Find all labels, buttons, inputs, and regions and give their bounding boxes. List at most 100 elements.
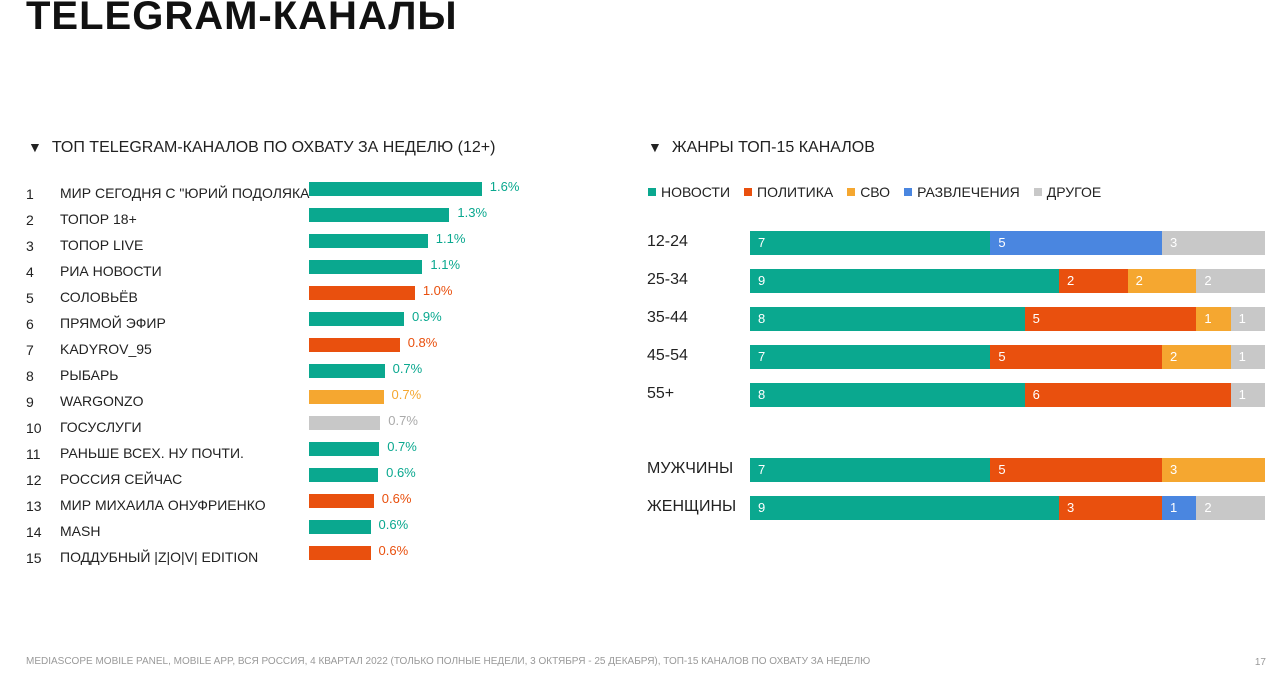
rank-label: 15 — [26, 550, 42, 566]
stacked-row: 35-44 8 5 1 1 — [647, 307, 1267, 331]
rank-label: 7 — [26, 342, 34, 358]
value-label: 0.6% — [381, 491, 412, 506]
channel-name: MASH — [60, 523, 101, 539]
value-label: 0.6% — [378, 543, 409, 558]
value-label: 1.0% — [422, 283, 453, 298]
segment-other: 2 — [1196, 496, 1265, 520]
channel-name: WARGONZO — [60, 393, 144, 409]
legend-item: ДРУГОЕ — [1033, 184, 1102, 200]
value-label: 0.6% — [378, 517, 409, 532]
value-label: 0.7% — [388, 413, 418, 428]
legend-label: ДРУГОЕ — [1046, 184, 1102, 200]
value-label: 1.3% — [457, 205, 488, 220]
bar — [309, 182, 482, 196]
segment-news: 9 — [750, 496, 1059, 520]
rank-label: 10 — [26, 420, 42, 436]
page-title: TELEGRAM-КАНАЛЫ — [26, 0, 458, 38]
segment-news: 8 — [750, 307, 1025, 331]
segment-other: 3 — [1162, 231, 1265, 255]
bar — [309, 520, 371, 534]
segment-svo: 1 — [1196, 307, 1231, 331]
bar — [309, 468, 379, 482]
legend: НОВОСТИ ПОЛИТИКА СВО РАЗВЛЕЧЕНИЯ ДРУГОЕ — [648, 184, 1101, 200]
value-label: 0.7% — [387, 439, 417, 454]
segment-entertainment: 5 — [990, 231, 1162, 255]
bar — [309, 364, 385, 378]
bar — [309, 234, 428, 248]
segment-other: 1 — [1230, 345, 1265, 369]
rank-label: 4 — [26, 264, 34, 280]
segment-other: 2 — [1196, 269, 1265, 293]
legend-item: НОВОСТИ — [648, 184, 730, 200]
stacked-row: ЖЕНЩИНЫ 9 3 1 2 — [647, 496, 1267, 520]
channel-name: ПОДДУБНЫЙ |Z|O|V| EDITION — [60, 549, 259, 565]
segment-other: 1 — [1230, 383, 1265, 407]
channel-name: ТОПОР 18+ — [60, 211, 137, 227]
value-label: 0.9% — [412, 309, 442, 324]
segment-politics: 5 — [990, 345, 1162, 369]
legend-label: РАЗВЛЕЧЕНИЯ — [917, 184, 1020, 200]
value-label: 0.7% — [392, 361, 423, 376]
bar — [309, 286, 415, 300]
row-label: 25-34 — [647, 271, 688, 288]
bar — [309, 442, 380, 456]
stacked-row: 55+ 8 6 1 — [647, 383, 1267, 407]
triangle-down-icon: ▼ — [28, 139, 42, 155]
segment-svo: 2 — [1162, 345, 1231, 369]
segment-politics: 5 — [990, 458, 1162, 482]
legend-label: НОВОСТИ — [661, 184, 731, 200]
value-label: 0.6% — [386, 465, 416, 480]
segment-news: 7 — [750, 345, 991, 369]
segment-other: 1 — [1230, 307, 1265, 331]
rank-label: 3 — [26, 238, 34, 254]
right-chart-title: ▼ ЖАНРЫ ТОП-15 КАНАЛОВ — [648, 139, 875, 156]
segment-news: 8 — [750, 383, 1025, 407]
row-label: 12-24 — [647, 233, 688, 250]
value-label: 0.8% — [407, 335, 438, 350]
legend-item: ПОЛИТИКА — [744, 184, 833, 200]
bar — [309, 546, 371, 560]
row-label: МУЖЧИНЫ — [647, 460, 734, 477]
rank-label: 11 — [26, 446, 41, 462]
channel-name: РЫБАРЬ — [60, 367, 119, 383]
channel-name: РАНЬШЕ ВСЕХ. НУ ПОЧТИ. — [60, 445, 244, 461]
rank-label: 5 — [26, 290, 34, 306]
row-label: ЖЕНЩИНЫ — [647, 498, 737, 515]
segment-news: 7 — [750, 231, 991, 255]
triangle-down-icon: ▼ — [648, 139, 662, 155]
value-label: 1.6% — [489, 179, 520, 194]
value-label: 0.7% — [391, 387, 422, 402]
row-label: 45-54 — [647, 347, 688, 364]
page-number: 17 — [1254, 657, 1266, 668]
bar — [309, 208, 450, 222]
channel-name: ТОПОР LIVE — [60, 237, 144, 253]
legend-item: СВО — [847, 184, 890, 200]
bar — [309, 494, 374, 508]
footer-source: MEDIASCOPE MOBILE PANEL, MOBILE APP, ВСЯ… — [26, 656, 871, 667]
channel-name: МИР МИХАИЛА ОНУФРИЕНКО — [60, 497, 266, 513]
segment-news: 9 — [750, 269, 1059, 293]
segment-politics: 5 — [1024, 307, 1197, 331]
rank-label: 6 — [26, 316, 34, 332]
left-chart-title: ▼ ТОП TELEGRAM-КАНАЛОВ ПО ОХВАТУ ЗА НЕДЕЛ… — [28, 139, 496, 156]
segment-politics: 2 — [1059, 269, 1128, 293]
bar — [309, 390, 384, 404]
channel-name: ПРЯМОЙ ЭФИР — [60, 315, 166, 331]
legend-swatch — [648, 188, 656, 196]
segment-news: 7 — [750, 458, 991, 482]
channel-name: KADYROV_95 — [60, 341, 152, 357]
stacked-row: 12-24 7 5 3 — [647, 231, 1267, 255]
legend-label: СВО — [860, 184, 891, 200]
bar — [309, 312, 405, 326]
rank-label: 13 — [26, 498, 42, 514]
stacked-row: 45-54 7 5 2 1 — [647, 345, 1267, 369]
rank-label: 1 — [26, 186, 34, 202]
channel-name: РОССИЯ СЕЙЧАС — [60, 471, 183, 487]
legend-swatch — [847, 188, 856, 196]
segment-svo: 2 — [1127, 269, 1197, 293]
rank-label: 14 — [26, 524, 42, 540]
segment-entertainment: 1 — [1162, 496, 1197, 520]
rank-label: 9 — [26, 394, 34, 410]
stacked-row: МУЖЧИНЫ 7 5 3 — [647, 458, 1267, 482]
bar — [309, 338, 400, 352]
